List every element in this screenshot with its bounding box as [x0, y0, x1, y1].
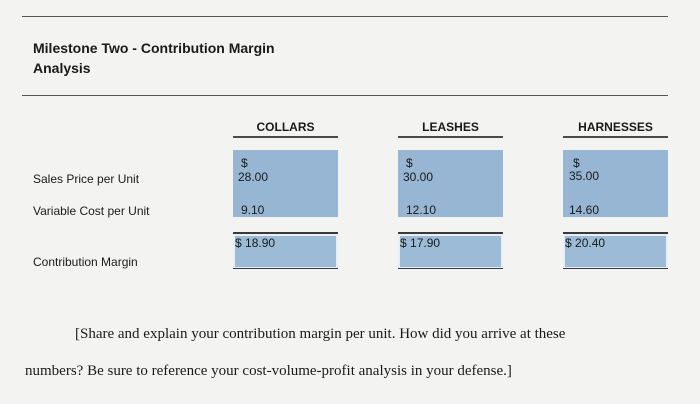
column-header-underline: [398, 136, 503, 138]
column-header-harnesses: HARNESSES: [578, 120, 653, 134]
collars-variable-cost: 9.10: [241, 203, 265, 217]
harnesses-variable-cost: 14.60: [569, 203, 600, 217]
top-rule: [22, 16, 668, 17]
column-header-leashes: LEASHES: [422, 120, 479, 134]
cell-fill: $ 20.40: [565, 236, 666, 267]
title-divider: [22, 95, 668, 96]
cell-fill: $ 18.90: [235, 236, 336, 267]
currency-symbol: $: [406, 156, 413, 170]
currency-symbol: $: [400, 236, 407, 250]
currency-symbol: $: [235, 236, 242, 250]
column-header-collars: COLLARS: [256, 120, 315, 134]
row-label-variable-cost: Variable Cost per Unit: [33, 204, 150, 218]
currency-symbol: $: [565, 236, 572, 250]
leashes-variable-cost: 12.10: [406, 203, 437, 217]
instruction-note-line-1: [Share and explain your contribution mar…: [75, 326, 566, 342]
leashes-sales-price: 30.00: [403, 170, 434, 184]
collars-sales-price: 28.00: [238, 170, 269, 184]
collars-contribution-margin: 18.90: [245, 236, 276, 250]
harnesses-input-block: $ 35.00 14.60: [563, 150, 668, 217]
row-label-sales-price: Sales Price per Unit: [33, 172, 140, 186]
leashes-input-block: $ 30.00 12.10: [398, 150, 503, 217]
currency-symbol: $: [573, 156, 580, 170]
currency-symbol: $: [241, 156, 248, 170]
cell-fill: $ 17.90: [400, 236, 501, 267]
leashes-contribution-margin-cell: $ 17.90: [398, 232, 503, 269]
harnesses-contribution-margin: 20.40: [575, 236, 606, 250]
instruction-note-line-2: numbers? Be sure to reference your cost-…: [25, 363, 512, 379]
collars-input-block: $ 28.00 9.10: [233, 150, 338, 217]
row-label-contribution-margin: Contribution Margin: [33, 255, 138, 269]
collars-contribution-margin-cell: $ 18.90: [233, 232, 338, 269]
harnesses-contribution-margin-cell: $ 20.40: [563, 232, 668, 269]
column-header-underline: [233, 136, 338, 138]
leashes-contribution-margin: 17.90: [410, 236, 441, 250]
harnesses-sales-price: 35.00: [569, 169, 600, 183]
title-line-1: Milestone Two - Contribution Margin: [33, 40, 275, 56]
document-title: Milestone Two - Contribution Margin Anal…: [33, 38, 275, 78]
title-line-2: Analysis: [33, 60, 91, 76]
column-header-underline: [563, 136, 668, 138]
